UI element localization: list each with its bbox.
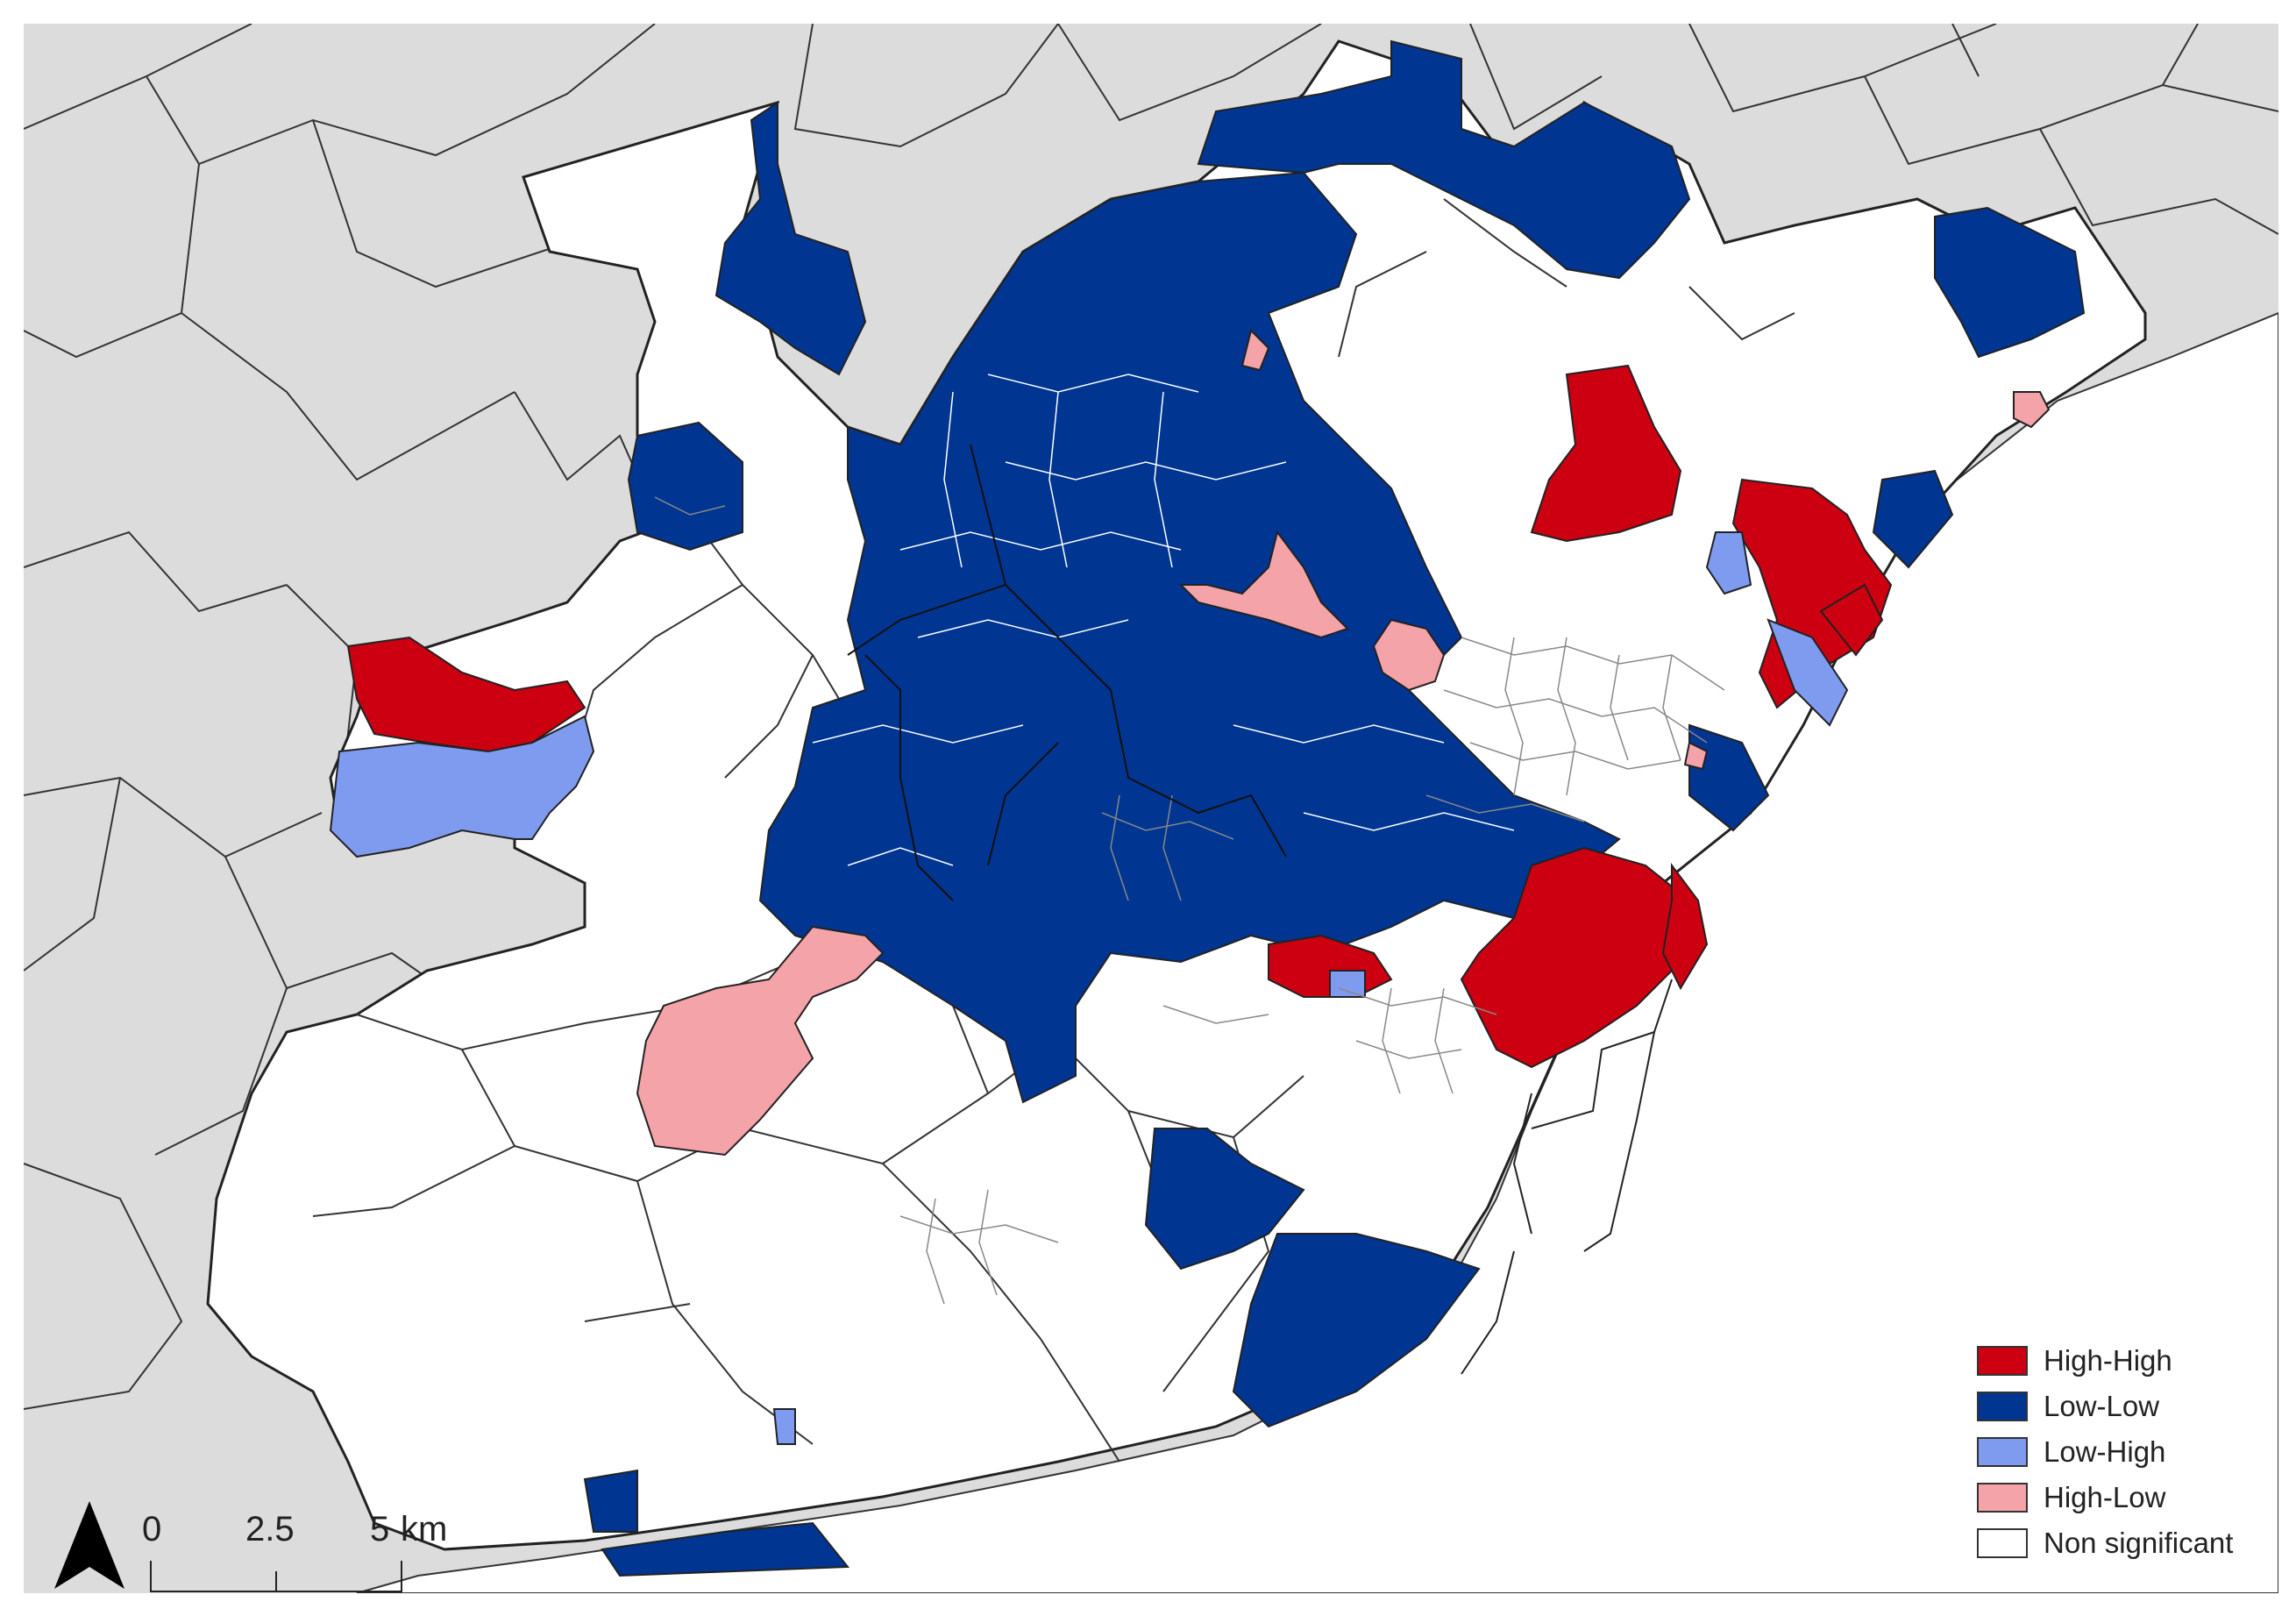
legend-swatch-high-low [1977, 1483, 2028, 1513]
scale-unit: km [401, 1510, 448, 1548]
legend-swatch-high-high [1977, 1346, 2028, 1376]
census-tract-lines [654, 496, 1725, 1305]
outer-municipality-boundaries [24, 24, 2278, 1410]
scale-label-2-5: 2.5 [245, 1510, 295, 1548]
legend-label: High-High [2044, 1344, 2172, 1377]
legend-item-low-high: Low-High [1977, 1434, 2165, 1470]
legend-swatch-low-high [1977, 1437, 2028, 1467]
scale-bar-line [150, 1561, 402, 1592]
north-arrow-icon [54, 1501, 124, 1589]
legend-item-high-high: High-High [1977, 1343, 2172, 1378]
legend-item-low-low: Low-Low [1977, 1389, 2159, 1424]
scale-label-0: 0 [142, 1510, 162, 1548]
scale-bar: 0 2.5 5 km [133, 1510, 447, 1593]
map-frame: 0 2.5 5 km High-High Low-Low Low-High Hi… [24, 24, 2278, 1593]
legend-label: Low-High [2044, 1435, 2166, 1468]
harbour-lines [1461, 979, 1673, 1375]
legend-item-non-significant: Non significant [1977, 1526, 2233, 1561]
low-high-regions [329, 531, 1849, 1445]
high-high-regions [346, 364, 1893, 1069]
legend-label: High-Low [2044, 1481, 2166, 1513]
legend-label: Low-Low [2044, 1390, 2160, 1422]
legend-swatch-low-low [1977, 1392, 2028, 1421]
legend-item-high-low: High-Low [1977, 1480, 2165, 1515]
legend-label: Non significant [2044, 1527, 2234, 1559]
high-low-regions [636, 329, 2051, 1157]
scale-label-5: 5 [370, 1510, 390, 1548]
low-low-regions [583, 39, 2086, 1577]
legend: High-High Low-Low Low-High High-Low Non … [1977, 1343, 2275, 1589]
low-low-dark-lines [847, 444, 1287, 901]
north-arrow [50, 1497, 129, 1593]
low-low-internal-lines [812, 374, 1515, 866]
map-canvas[interactable] [24, 24, 2278, 1593]
legend-swatch-non-significant [1977, 1528, 2028, 1558]
